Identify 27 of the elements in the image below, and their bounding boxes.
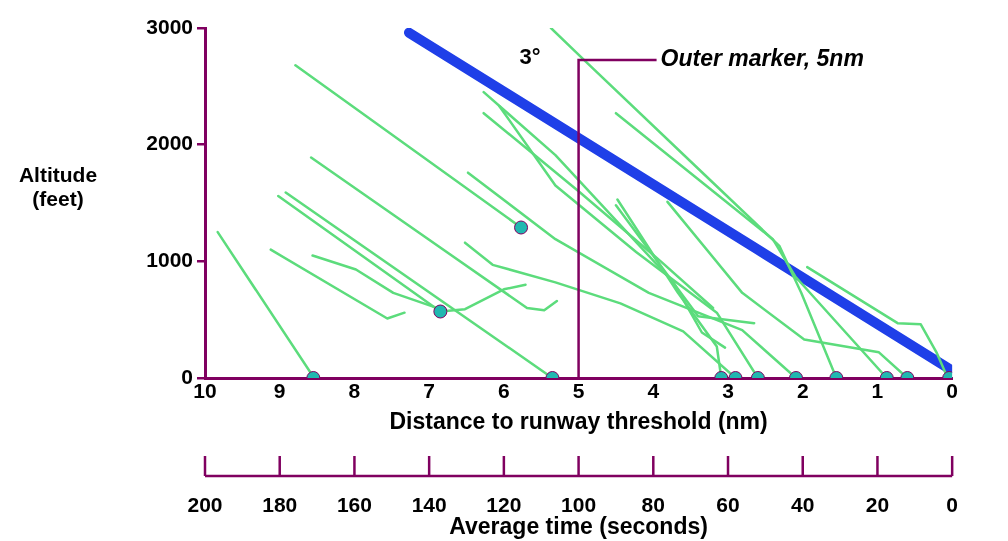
x-tick-label: 2 <box>796 379 809 403</box>
ref-line-label: Outer marker, 5nm <box>660 45 864 72</box>
x2-tick-label: 60 <box>716 493 740 517</box>
x-tick-label: 6 <box>498 379 510 403</box>
x-tick-label: 8 <box>348 379 361 403</box>
x-tick-label: 10 <box>193 379 217 403</box>
x-tick-label: 5 <box>572 379 585 403</box>
x2-tick-label: 180 <box>262 493 298 517</box>
x2-tick-label: 20 <box>865 493 890 517</box>
x2-tick-label: 160 <box>336 493 372 517</box>
x-tick-label: 1 <box>871 379 884 403</box>
x2-tick-label: 40 <box>791 493 815 517</box>
y-tick-label: 2000 <box>146 131 193 155</box>
x-axis-title: Distance to runway threshold (nm) <box>389 407 768 434</box>
x2-tick-label: 200 <box>187 493 223 517</box>
x-tick-label: 9 <box>273 379 286 403</box>
x-tick-label: 7 <box>423 379 435 403</box>
x2-tick-label: 0 <box>946 493 958 517</box>
y-tick-label: 0 <box>181 364 193 388</box>
y-axis-title: Altitude (feet) <box>18 162 98 210</box>
x-tick-label: 4 <box>647 379 660 403</box>
x-tick-label: 0 <box>946 379 958 403</box>
x-tick-label: 3 <box>722 379 734 403</box>
y-tick-label: 3000 <box>146 14 193 38</box>
annotation: 3° <box>519 44 541 70</box>
x2-tick-label: 140 <box>411 493 447 517</box>
y-tick-label: 1000 <box>146 248 193 272</box>
